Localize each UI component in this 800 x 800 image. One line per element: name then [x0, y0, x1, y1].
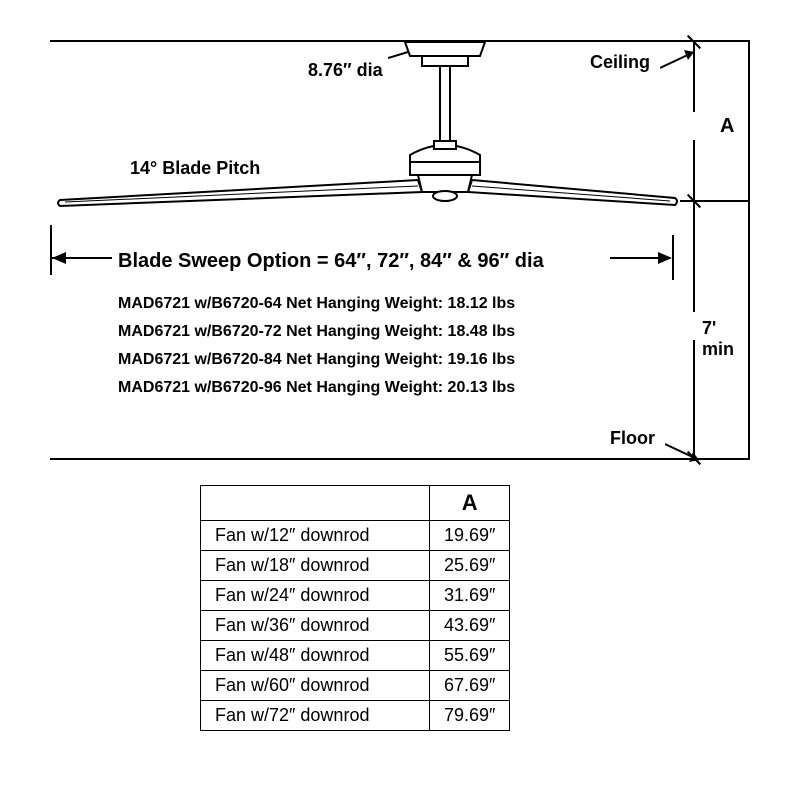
- table-cell: Fan w/60″ downrod: [201, 671, 430, 701]
- canopy-diameter-label: 8.76″ dia: [308, 60, 383, 81]
- table-row: Fan w/60″ downrod67.69″: [201, 671, 510, 701]
- table-cell: Fan w/48″ downrod: [201, 641, 430, 671]
- floor-line: [50, 458, 750, 460]
- ceiling-label: Ceiling: [590, 52, 650, 73]
- dim-min-line-upper: [693, 202, 695, 312]
- dim-min-line-lower: [693, 340, 695, 458]
- weight-line: MAD6721 w/B6720-72 Net Hanging Weight: 1…: [118, 318, 515, 346]
- left-extent-tick: [50, 225, 52, 275]
- table-cell: 25.69″: [430, 551, 510, 581]
- blade-pitch-label: 14° Blade Pitch: [130, 158, 260, 179]
- table-header-blank: [201, 486, 430, 521]
- dia-leader: [388, 50, 418, 66]
- sweep-arrowhead-right: [658, 252, 672, 264]
- table-row: Fan w/24″ downrod31.69″: [201, 581, 510, 611]
- table-cell: Fan w/12″ downrod: [201, 521, 430, 551]
- weight-line: MAD6721 w/B6720-64 Net Hanging Weight: 1…: [118, 290, 515, 318]
- ceiling-leader-arrow: [660, 48, 710, 76]
- floor-clearance-label: 7' min: [702, 318, 750, 360]
- sweep-arrowhead-left: [52, 252, 66, 264]
- downrod-length-table: A Fan w/12″ downrod19.69″ Fan w/18″ down…: [200, 485, 510, 731]
- table-cell: 67.69″: [430, 671, 510, 701]
- table-row: Fan w/18″ downrod25.69″: [201, 551, 510, 581]
- dim-A-line-lower: [693, 140, 695, 200]
- dim-A-line-upper: [693, 42, 695, 112]
- table-cell: 55.69″: [430, 641, 510, 671]
- weight-line: MAD6721 w/B6720-96 Net Hanging Weight: 2…: [118, 374, 515, 402]
- fan-dimension-diagram: 8.76″ dia Ceiling Floor 14° Blade Pitch …: [50, 40, 750, 460]
- table-cell: 31.69″: [430, 581, 510, 611]
- table-row: Fan w/12″ downrod19.69″: [201, 521, 510, 551]
- blade-sweep-label: Blade Sweep Option = 64″, 72″, 84″ & 96″…: [118, 250, 544, 273]
- table-cell: 43.69″: [430, 611, 510, 641]
- table-row: Fan w/36″ downrod43.69″: [201, 611, 510, 641]
- table-cell: Fan w/18″ downrod: [201, 551, 430, 581]
- table-cell: Fan w/36″ downrod: [201, 611, 430, 641]
- weight-list: MAD6721 w/B6720-64 Net Hanging Weight: 1…: [118, 290, 515, 402]
- table-row: Fan w/72″ downrod79.69″: [201, 701, 510, 731]
- table-cell: Fan w/24″ downrod: [201, 581, 430, 611]
- sweep-extent-tick: [672, 235, 674, 280]
- table-cell: 19.69″: [430, 521, 510, 551]
- weight-line: MAD6721 w/B6720-84 Net Hanging Weight: 1…: [118, 346, 515, 374]
- blade-level-witness-line: [680, 200, 750, 202]
- table-cell: Fan w/72″ downrod: [201, 701, 430, 731]
- table-body: Fan w/12″ downrod19.69″ Fan w/18″ downro…: [201, 521, 510, 731]
- table-header-row: A: [201, 486, 510, 521]
- table-header-A: A: [430, 486, 510, 521]
- table-row: Fan w/48″ downrod55.69″: [201, 641, 510, 671]
- floor-label: Floor: [610, 428, 655, 449]
- dimension-A-label: A: [720, 115, 734, 138]
- table-cell: 79.69″: [430, 701, 510, 731]
